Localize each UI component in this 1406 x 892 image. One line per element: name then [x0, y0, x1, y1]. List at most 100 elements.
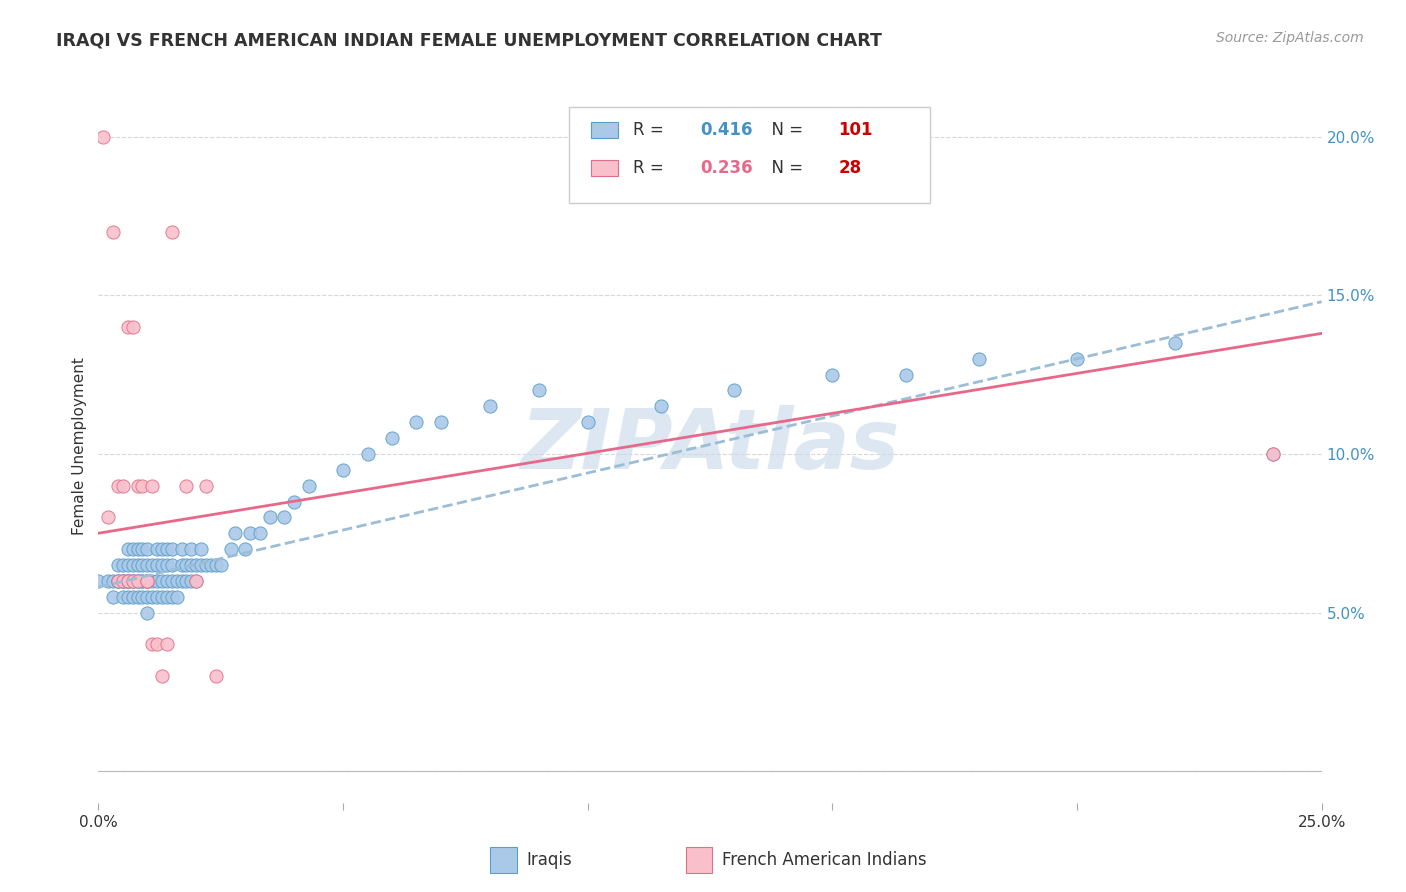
Point [111, 574, 134, 588]
Point [117, 574, 139, 588]
Text: R =: R = [633, 121, 669, 139]
Point [111, 558, 134, 572]
Point [111, 574, 134, 588]
Point [141, 574, 163, 588]
Point [97, 574, 120, 588]
Point [136, 574, 159, 588]
Point [146, 590, 169, 604]
Point [186, 574, 208, 588]
Point [156, 558, 179, 572]
Point [239, 526, 262, 541]
Point [97, 510, 120, 524]
Point [160, 590, 183, 604]
Point [127, 574, 149, 588]
Point [160, 558, 183, 572]
Point [190, 558, 212, 572]
Point [136, 606, 159, 620]
FancyBboxPatch shape [569, 107, 931, 203]
Text: 0.236: 0.236 [700, 159, 752, 177]
Point [131, 558, 153, 572]
Point [131, 590, 153, 604]
FancyBboxPatch shape [686, 847, 713, 872]
Point [200, 558, 222, 572]
Point [117, 574, 139, 588]
Point [127, 542, 149, 557]
Point [186, 558, 208, 572]
Point [146, 574, 169, 588]
Point [117, 542, 139, 557]
Point [356, 447, 378, 461]
Point [136, 574, 159, 588]
Point [381, 431, 404, 445]
Point [150, 574, 173, 588]
Point [723, 384, 745, 398]
Point [180, 542, 202, 557]
Point [821, 368, 844, 382]
Point [117, 558, 139, 572]
Point [166, 590, 188, 604]
Point [127, 478, 149, 492]
Point [967, 351, 990, 366]
Point [259, 510, 281, 524]
Point [146, 542, 169, 557]
Point [121, 574, 143, 588]
Point [117, 574, 139, 588]
Point [156, 542, 179, 557]
Point [136, 574, 159, 588]
Text: N =: N = [762, 159, 808, 177]
Point [650, 400, 672, 414]
Point [224, 526, 246, 541]
Point [136, 542, 159, 557]
Point [150, 558, 173, 572]
Point [127, 574, 149, 588]
Text: Iraqis: Iraqis [526, 851, 572, 869]
Point [141, 478, 163, 492]
Point [180, 558, 202, 572]
Text: ZIPAtlas: ZIPAtlas [520, 406, 900, 486]
Point [1261, 447, 1284, 461]
Point [107, 574, 129, 588]
Point [87, 574, 110, 588]
Point [121, 542, 143, 557]
Point [107, 558, 129, 572]
Point [176, 574, 198, 588]
Point [249, 526, 271, 541]
Point [156, 590, 179, 604]
Point [107, 574, 129, 588]
Point [121, 320, 143, 334]
Point [101, 574, 124, 588]
Point [894, 368, 917, 382]
Point [156, 637, 179, 651]
Text: Source: ZipAtlas.com: Source: ZipAtlas.com [1216, 31, 1364, 45]
Point [170, 574, 193, 588]
FancyBboxPatch shape [592, 122, 619, 137]
Point [273, 510, 295, 524]
Point [111, 590, 134, 604]
Point [136, 590, 159, 604]
Text: 101: 101 [838, 121, 873, 139]
Text: R =: R = [633, 159, 669, 177]
Point [117, 320, 139, 334]
Point [405, 415, 427, 429]
Y-axis label: Female Unemployment: Female Unemployment [72, 357, 87, 535]
Point [332, 463, 354, 477]
Point [209, 558, 232, 572]
Point [233, 542, 256, 557]
Point [283, 494, 305, 508]
Point [117, 590, 139, 604]
Point [101, 225, 124, 239]
Point [195, 558, 218, 572]
Point [146, 558, 169, 572]
FancyBboxPatch shape [592, 160, 619, 176]
Point [527, 384, 550, 398]
Point [478, 400, 501, 414]
Point [150, 590, 173, 604]
Point [127, 574, 149, 588]
Point [205, 669, 228, 683]
Point [1066, 351, 1088, 366]
Point [111, 574, 134, 588]
Point [1261, 447, 1284, 461]
Point [141, 637, 163, 651]
Point [121, 558, 143, 572]
Point [131, 478, 153, 492]
